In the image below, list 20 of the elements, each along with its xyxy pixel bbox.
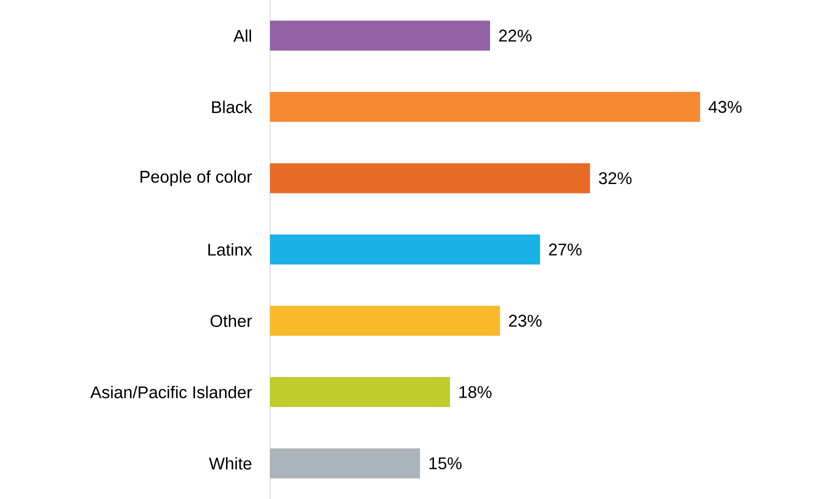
bar <box>270 92 700 122</box>
y-tick-label: All <box>233 30 252 42</box>
y-tick-label: Latinx <box>208 243 252 256</box>
y-tick-label: Asian/Pacific Islander <box>90 386 252 398</box>
data-label: 22% <box>499 30 532 42</box>
bar <box>270 234 540 264</box>
data-label: 18% <box>460 386 492 398</box>
y-tick-label: White <box>208 457 252 470</box>
data-label: 15% <box>430 457 462 470</box>
data-label: 43% <box>708 100 742 113</box>
y-tick-label: People of color <box>140 170 252 186</box>
bar <box>270 163 590 194</box>
y-tick-label: Other <box>210 314 252 327</box>
bar <box>270 20 490 51</box>
data-label: 27% <box>549 244 582 256</box>
data-label: 23% <box>509 314 542 327</box>
y-tick-label: Black <box>212 100 252 114</box>
bar <box>270 377 450 408</box>
bar <box>270 306 500 336</box>
data-label: 32% <box>598 172 632 184</box>
